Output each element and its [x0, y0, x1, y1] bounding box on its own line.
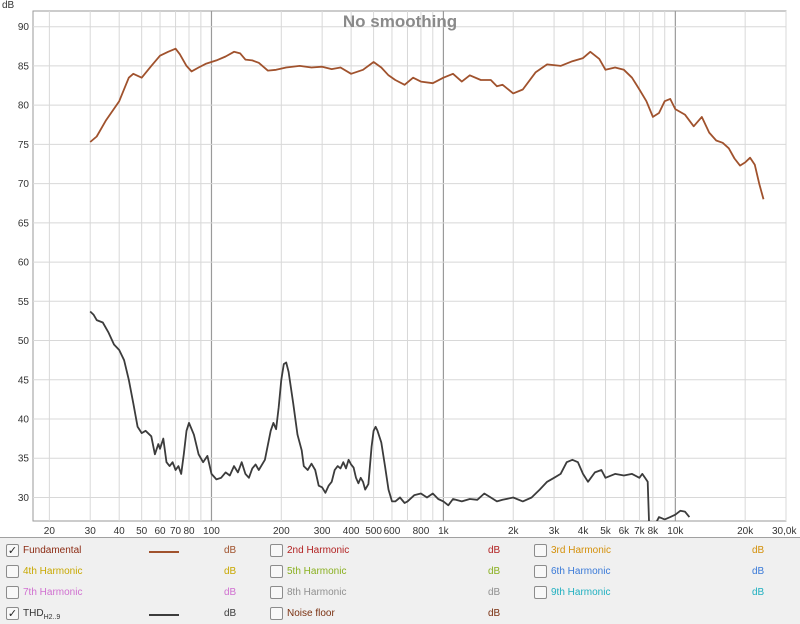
legend-checkbox[interactable]: ✓: [6, 544, 19, 557]
y-tick-label: 40: [18, 415, 30, 426]
x-axis-ticks: 20 30 40 50 60 70 80 100 200 300 400 500 600 800 1k 2k 3…: [44, 526, 800, 537]
y-tick-label: 50: [18, 336, 30, 347]
y-axis-ticks: 90 85 80 75 70 65 60 55 50 45 40 35 30: [18, 22, 30, 504]
legend-item: ✓ THDH2..9 dB: [6, 604, 266, 624]
legend-swatch: [149, 614, 179, 616]
x-tick-label: 30: [85, 526, 97, 537]
plot-frame: [32, 10, 787, 522]
x-tick-label: 7k: [634, 526, 646, 537]
legend-item: 5th Harmonic dB: [270, 562, 530, 582]
legend-label: 9th Harmonic: [551, 587, 611, 598]
y-tick-label: 75: [18, 140, 30, 151]
legend-checkbox[interactable]: [6, 565, 19, 578]
legend-row: ✓ THDH2..9 dB Noise floor dB: [0, 604, 800, 624]
x-tick-label: 300: [314, 526, 331, 537]
y-tick-label: 35: [18, 454, 30, 465]
legend-item: ✓ Fundamental dB: [6, 541, 266, 561]
legend-checkbox[interactable]: [270, 544, 283, 557]
x-tick-label: 30,0k Hz: [772, 526, 800, 537]
legend-label: Noise floor: [287, 608, 335, 619]
x-tick-label: 8k: [648, 526, 660, 537]
legend-unit: dB: [488, 608, 501, 619]
legend-label: 7th Harmonic: [23, 587, 83, 598]
legend-unit: dB: [224, 587, 237, 598]
x-tick-label: 2k: [508, 526, 520, 537]
legend-checkbox[interactable]: [534, 586, 547, 599]
legend-unit: dB: [224, 545, 237, 556]
x-tick-label: 10k: [667, 526, 684, 537]
x-tick-label: 3k: [549, 526, 561, 537]
legend-checkbox[interactable]: [534, 565, 547, 578]
y-unit-label: dB: [2, 0, 15, 11]
x-tick-label: 100: [203, 526, 220, 537]
legend-label: THDH2..9: [23, 608, 61, 621]
x-tick-label: 6k: [619, 526, 631, 537]
x-tick-label: 600: [384, 526, 401, 537]
y-tick-label: 80: [18, 101, 30, 112]
legend-unit: dB: [752, 566, 765, 577]
series-lines: [89, 47, 765, 521]
legend-unit: dB: [224, 566, 237, 577]
legend-checkbox[interactable]: ✓: [6, 607, 19, 620]
legend-swatch: [149, 551, 179, 553]
x-tick-label: 40: [114, 526, 126, 537]
legend-row: ✓ Fundamental dB 2nd Harmonic dB 3rd Harmonic…: [0, 541, 800, 561]
legend-checkbox[interactable]: [270, 565, 283, 578]
legend-label: 3rd Harmonic: [551, 545, 612, 556]
plot-grid: [32, 10, 787, 522]
legend-checkbox[interactable]: [6, 586, 19, 599]
legend-unit: dB: [488, 566, 501, 577]
legend-item: 7th Harmonic dB: [6, 583, 266, 603]
y-tick-label: 70: [18, 179, 30, 190]
x-tick-label: 80: [183, 526, 195, 537]
x-tick-label: 1k: [438, 526, 450, 537]
legend-item: 3rd Harmonic dB: [534, 541, 794, 561]
x-tick-label: 70: [170, 526, 182, 537]
y-tick-label: 90: [18, 22, 30, 33]
legend-panel: ✓ Fundamental dB 2nd Harmonic dB 3rd Harmonic…: [0, 537, 800, 624]
legend-item: 2nd Harmonic dB: [270, 541, 530, 561]
y-tick-label: 60: [18, 258, 30, 269]
legend-label: 2nd Harmonic: [287, 545, 350, 556]
legend-item: 8th Harmonic dB: [270, 583, 530, 603]
x-tick-label: 4k: [578, 526, 590, 537]
x-tick-label: 20k: [737, 526, 754, 537]
legend-label: 6th Harmonic: [551, 566, 611, 577]
thd-line: [89, 310, 691, 521]
y-tick-label: 45: [18, 375, 30, 386]
x-tick-label: 500: [365, 526, 382, 537]
legend-label: 8th Harmonic: [287, 587, 347, 598]
legend-checkbox[interactable]: [270, 586, 283, 599]
legend-item: Noise floor dB: [270, 604, 530, 624]
x-tick-label: 5k: [600, 526, 612, 537]
x-tick-label: 20: [44, 526, 56, 537]
x-tick-label: 60: [154, 526, 166, 537]
x-tick-label: 800: [413, 526, 430, 537]
legend-unit: dB: [752, 587, 765, 598]
legend-unit: dB: [488, 545, 501, 556]
legend-unit: dB: [488, 587, 501, 598]
legend-item: 9th Harmonic dB: [534, 583, 794, 603]
legend-row: 7th Harmonic dB 8th Harmonic dB 9th Harmonic…: [0, 583, 800, 603]
legend-item: 6th Harmonic dB: [534, 562, 794, 582]
legend-row: 4th Harmonic dB 5th Harmonic dB 6th Harmonic…: [0, 562, 800, 582]
legend-checkbox[interactable]: [534, 544, 547, 557]
y-tick-label: 85: [18, 61, 30, 72]
legend-label: Fundamental: [23, 545, 82, 556]
legend-item: 4th Harmonic dB: [6, 562, 266, 582]
y-tick-label: 55: [18, 297, 30, 308]
legend-unit: dB: [224, 608, 237, 619]
legend-label: 5th Harmonic: [287, 566, 347, 577]
y-tick-label: 30: [18, 493, 30, 504]
x-tick-label: 400: [343, 526, 360, 537]
fundamental-line: [89, 47, 765, 200]
x-tick-label: 50: [136, 526, 148, 537]
y-tick-label: 65: [18, 218, 30, 229]
x-tick-label: 200: [273, 526, 290, 537]
legend-label: 4th Harmonic: [23, 566, 83, 577]
chart-title: No smoothing: [343, 12, 457, 31]
legend-checkbox[interactable]: [270, 607, 283, 620]
legend-unit: dB: [752, 545, 765, 556]
